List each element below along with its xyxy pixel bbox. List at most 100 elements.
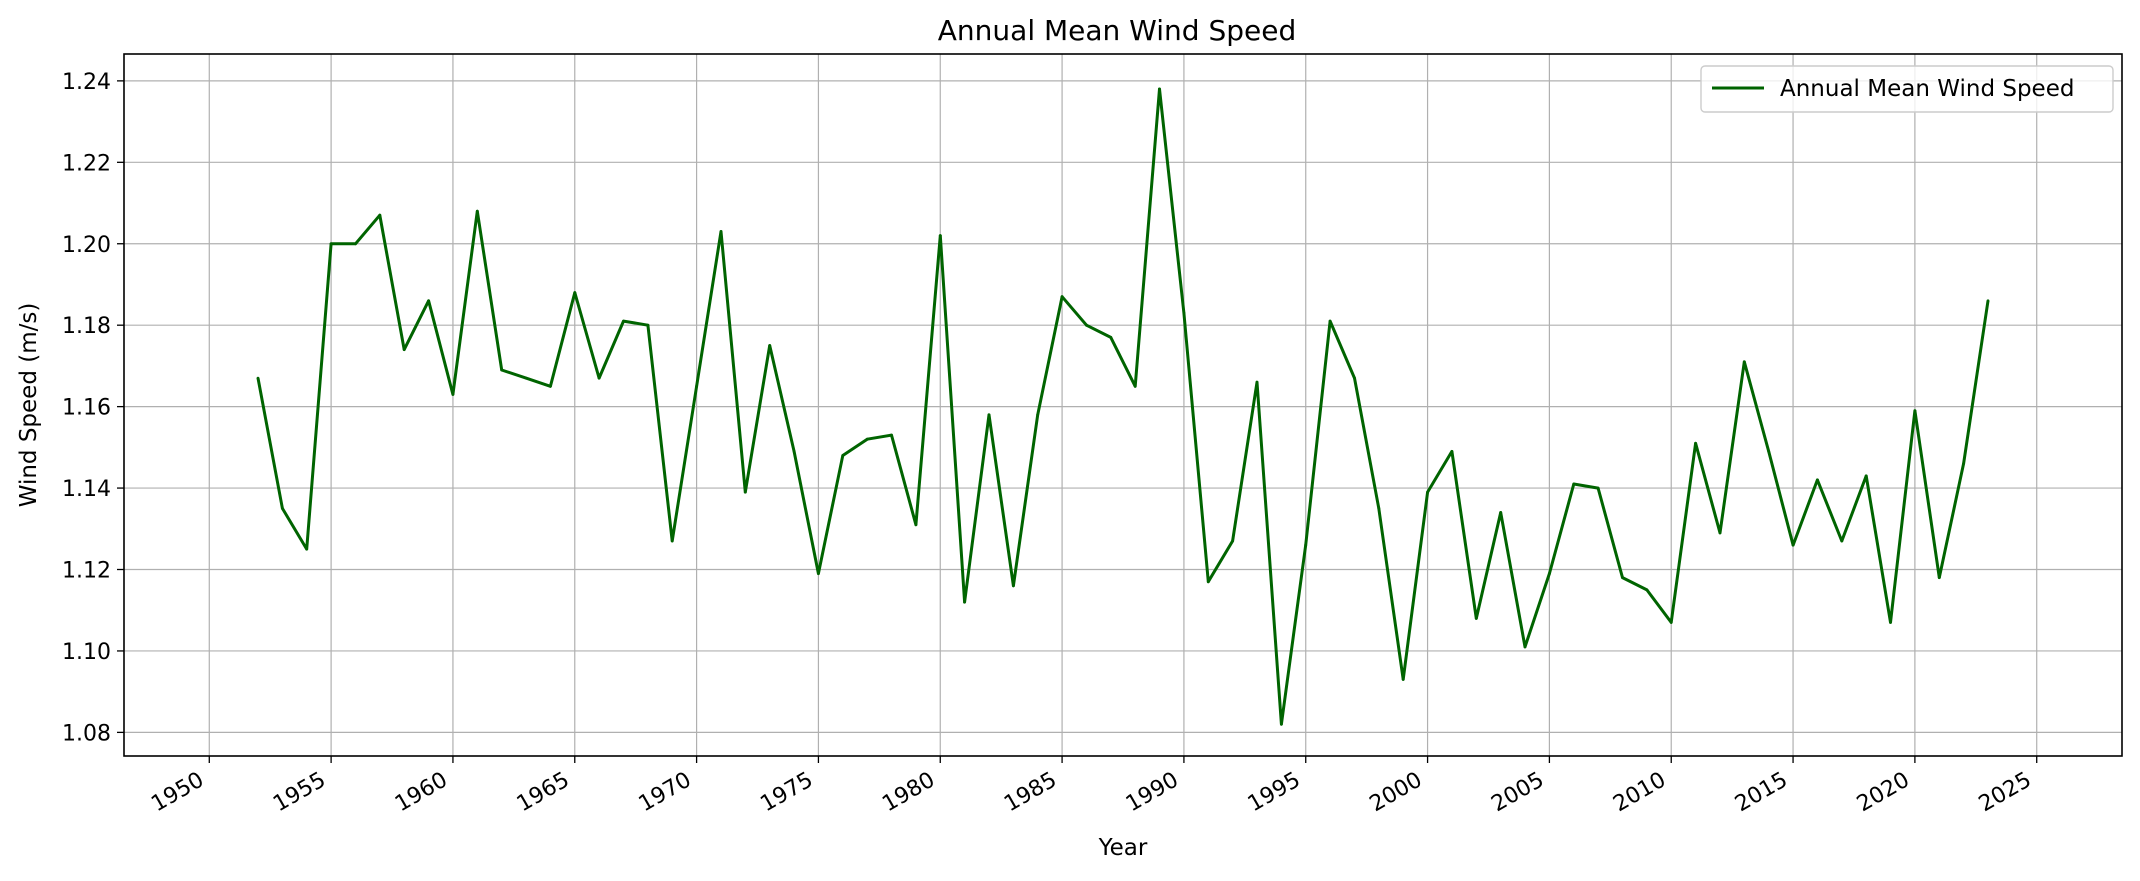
- x-tick-label: 1960: [391, 768, 452, 818]
- data-point: [524, 376, 528, 380]
- data-point: [354, 242, 357, 246]
- y-tick-label: 1.12: [62, 559, 111, 584]
- data-point: [573, 291, 577, 294]
- x-tick-label: 2005: [1487, 768, 1548, 818]
- y-tick-label: 1.16: [62, 396, 111, 421]
- x-tick-label: 1980: [878, 768, 939, 818]
- data-point: [1962, 462, 1965, 465]
- x-tick-label: 1995: [1244, 768, 1305, 818]
- x-tick-label: 1970: [635, 768, 696, 818]
- data-point: [865, 437, 869, 441]
- y-tick-label: 1.08: [62, 721, 111, 746]
- legend-label: Annual Mean Wind Speed: [1780, 76, 2074, 102]
- data-point: [378, 213, 382, 217]
- data-point: [1694, 441, 1697, 445]
- data-point: [1036, 413, 1040, 417]
- data-point: [987, 413, 991, 417]
- data-point: [1986, 299, 1990, 303]
- data-point: [1572, 482, 1576, 486]
- data-point: [427, 299, 430, 303]
- data-point: [646, 323, 650, 327]
- data-point: [1012, 584, 1015, 588]
- data-point: [670, 539, 674, 543]
- data-point: [597, 376, 601, 380]
- x-tick-label: 1975: [756, 768, 817, 818]
- x-tick-label: 2025: [1975, 768, 2036, 818]
- data-point: [1645, 588, 1649, 592]
- data-point: [1060, 295, 1064, 299]
- x-tick-label: 1985: [1000, 768, 1061, 818]
- data-point: [1206, 580, 1210, 584]
- data-point: [475, 209, 479, 213]
- data-point: [817, 572, 820, 575]
- data-point: [1864, 474, 1868, 478]
- data-point: [500, 368, 504, 372]
- y-tick-label: 1.22: [62, 151, 111, 176]
- y-tick-label: 1.10: [62, 640, 111, 665]
- x-tick-label: 2015: [1731, 768, 1792, 818]
- data-point: [1742, 360, 1746, 364]
- data-point: [622, 319, 625, 323]
- y-axis: 1.08 1.10 1.12 1.14 1.16 1.18 1.20 1.22 1.24: [62, 70, 124, 746]
- y-axis-label: Wind Speed (m/s): [16, 303, 42, 508]
- data-point: [1499, 511, 1503, 514]
- data-point: [914, 523, 918, 527]
- data-point: [1328, 319, 1332, 323]
- chart-title: Annual Mean Wind Speed: [938, 14, 1296, 47]
- data-point: [768, 344, 772, 347]
- x-tick-label: 1990: [1122, 768, 1183, 818]
- data-point: [549, 384, 552, 388]
- data-point: [1523, 645, 1527, 649]
- data-point: [743, 490, 747, 494]
- data-point: [963, 600, 966, 604]
- data-point: [1816, 478, 1819, 482]
- legend-box: [1700, 65, 2114, 113]
- data-point: [1304, 543, 1308, 547]
- data-point: [1109, 336, 1113, 339]
- data-point: [1596, 486, 1600, 490]
- data-point: [1231, 539, 1234, 543]
- x-tick-label: 1955: [269, 768, 330, 818]
- grid: [124, 54, 2122, 756]
- y-tick-label: 1.20: [62, 233, 111, 258]
- y-tick-label: 1.24: [62, 70, 111, 95]
- data-point: [1718, 531, 1722, 535]
- data-point: [1791, 543, 1795, 547]
- data-point: [719, 230, 723, 233]
- data-point: [329, 242, 333, 246]
- data-point: [1158, 87, 1161, 91]
- data-point: [1255, 380, 1259, 384]
- data-point: [402, 348, 406, 351]
- data-point: [841, 454, 845, 457]
- data-point: [938, 234, 942, 238]
- y-tick-label: 1.14: [62, 477, 111, 502]
- data-point: [890, 433, 893, 437]
- data-point: [1450, 450, 1454, 453]
- data-point: [1548, 572, 1551, 575]
- data-point: [1889, 621, 1892, 624]
- x-axis-label: Year: [1098, 835, 1148, 861]
- data-point: [1669, 621, 1673, 624]
- x-tick-label: 1950: [147, 768, 208, 818]
- x-tick-label: 2000: [1366, 768, 1427, 818]
- data-point: [1937, 576, 1941, 579]
- data-point: [1767, 450, 1771, 453]
- data-point: [1401, 678, 1405, 681]
- data-point: [695, 384, 698, 388]
- data-point: [451, 393, 455, 396]
- plot-area-frame: [123, 53, 2123, 757]
- series-line: [256, 87, 1990, 726]
- data-point: [1182, 311, 1186, 315]
- data-point: [281, 507, 284, 510]
- data-point: [1426, 490, 1429, 494]
- data-point: [1085, 323, 1088, 327]
- data-point: [1133, 384, 1137, 388]
- data-point: [1474, 617, 1478, 620]
- data-point: [792, 450, 796, 453]
- data-point: [305, 547, 309, 551]
- x-tick-label: 1965: [513, 768, 574, 818]
- data-point: [1913, 409, 1917, 413]
- data-point: [256, 376, 260, 380]
